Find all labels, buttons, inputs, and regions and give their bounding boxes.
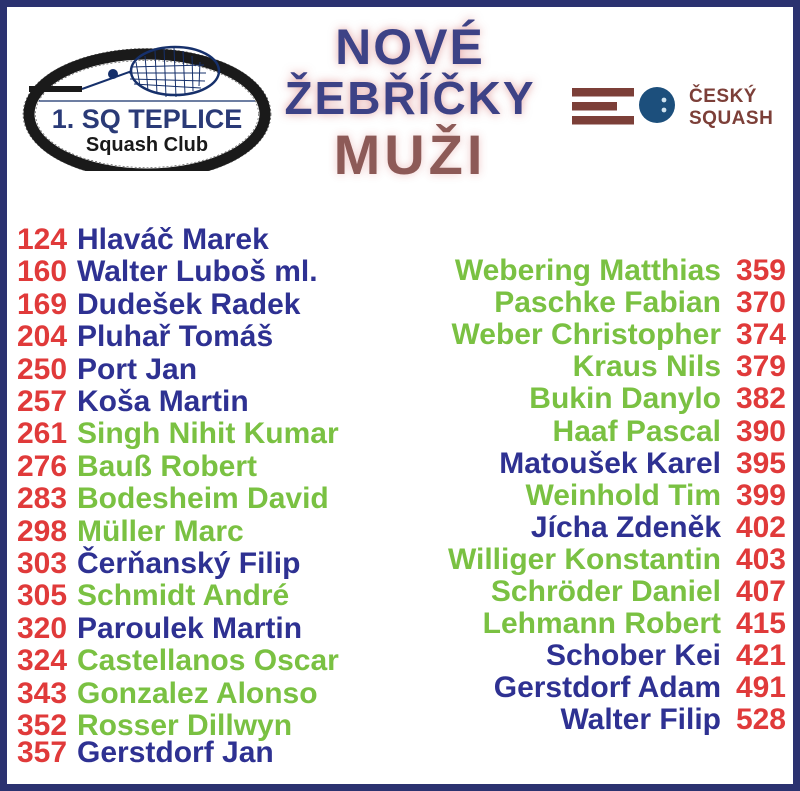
svg-text:1. SQ TEPLICE: 1. SQ TEPLICE	[52, 104, 243, 134]
svg-text:ČESKÝ: ČESKÝ	[689, 85, 757, 107]
svg-text:Squash Club: Squash Club	[86, 134, 208, 156]
svg-text:SQUASH: SQUASH	[689, 108, 773, 129]
